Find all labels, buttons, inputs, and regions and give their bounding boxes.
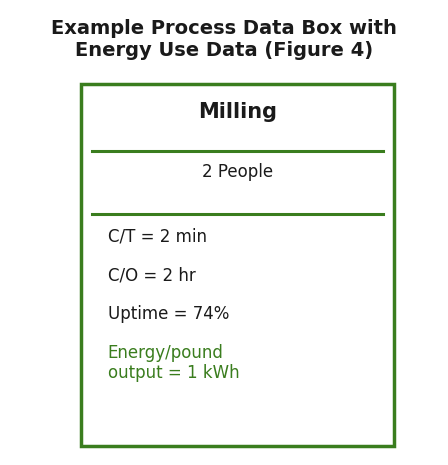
- Text: C/T = 2 min: C/T = 2 min: [108, 228, 207, 246]
- Text: C/O = 2 hr: C/O = 2 hr: [108, 266, 195, 285]
- Text: Example Process Data Box with
Energy Use Data (Figure 4): Example Process Data Box with Energy Use…: [51, 19, 397, 60]
- Text: Milling: Milling: [198, 102, 277, 122]
- Text: 2 People: 2 People: [202, 163, 273, 181]
- Text: Uptime = 74%: Uptime = 74%: [108, 305, 229, 323]
- Bar: [81, 84, 394, 446]
- Text: Energy/pound
output = 1 kWh: Energy/pound output = 1 kWh: [108, 344, 239, 382]
